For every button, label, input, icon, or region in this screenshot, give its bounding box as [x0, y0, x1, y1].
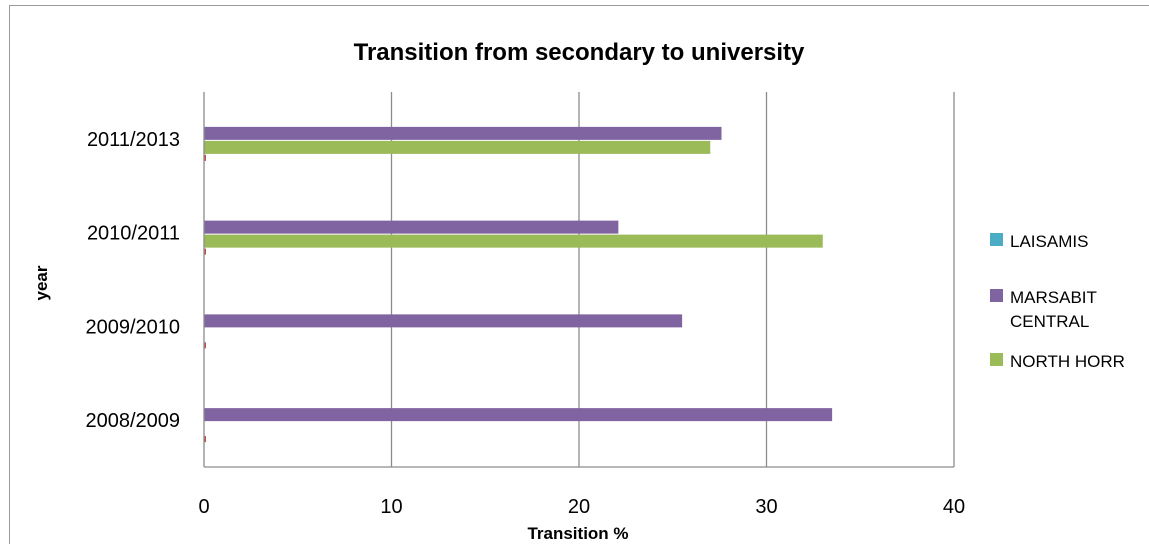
y-tick-label: 2008/2009 [85, 410, 180, 432]
y-tick-label: 2009/2010 [85, 316, 180, 338]
x-tick-label: 20 [568, 496, 590, 518]
gridlines [390, 92, 955, 467]
legend-label: MARSABIT [1010, 288, 1097, 307]
legend-swatch [990, 289, 1003, 302]
legend-label: LAISAMIS [1010, 232, 1088, 251]
bar-marsabit-central-2010-2011 [204, 220, 619, 234]
legend-swatch [990, 233, 1003, 246]
y-tick-labels: 2008/2009 2009/2010 2010/2011 2011/2013 [85, 129, 180, 432]
bars [204, 126, 833, 443]
x-tick-label: 0 [198, 496, 209, 518]
bar-north-horr-2010-2011 [204, 234, 823, 248]
bar-unlabeled-series-2009-2010 [204, 342, 206, 349]
bar-unlabeled-series-2008-2009 [204, 436, 206, 443]
x-tick-label: 40 [943, 496, 965, 518]
y-tick-label: 2010/2011 [87, 223, 180, 245]
legend: LAISAMIS MARSABIT CENTRAL NORTH HORR [990, 232, 1125, 371]
legend-label: CENTRAL [1010, 312, 1089, 331]
bar-unlabeled-series-2010-2011 [204, 248, 206, 255]
legend-swatch [990, 353, 1003, 366]
bar-marsabit-central-2011-2013 [204, 126, 722, 140]
x-axis-title: Transition % [527, 524, 628, 543]
legend-label: NORTH HORR [1010, 352, 1125, 371]
chart-title: Transition from secondary to university [354, 39, 805, 66]
x-tick-label: 10 [380, 496, 402, 518]
x-tick-label: 30 [755, 496, 777, 518]
bar-unlabeled-series-2011-2013 [204, 154, 206, 161]
x-tick-labels: 0 10 20 30 40 [198, 496, 965, 518]
y-tick-label: 2011/2013 [87, 129, 180, 151]
axes [203, 92, 954, 468]
bar-marsabit-central-2008-2009 [204, 408, 833, 422]
bar-marsabit-central-2009-2010 [204, 314, 683, 328]
bar-north-horr-2011-2013 [204, 140, 711, 154]
y-axis-title: year [32, 265, 51, 300]
